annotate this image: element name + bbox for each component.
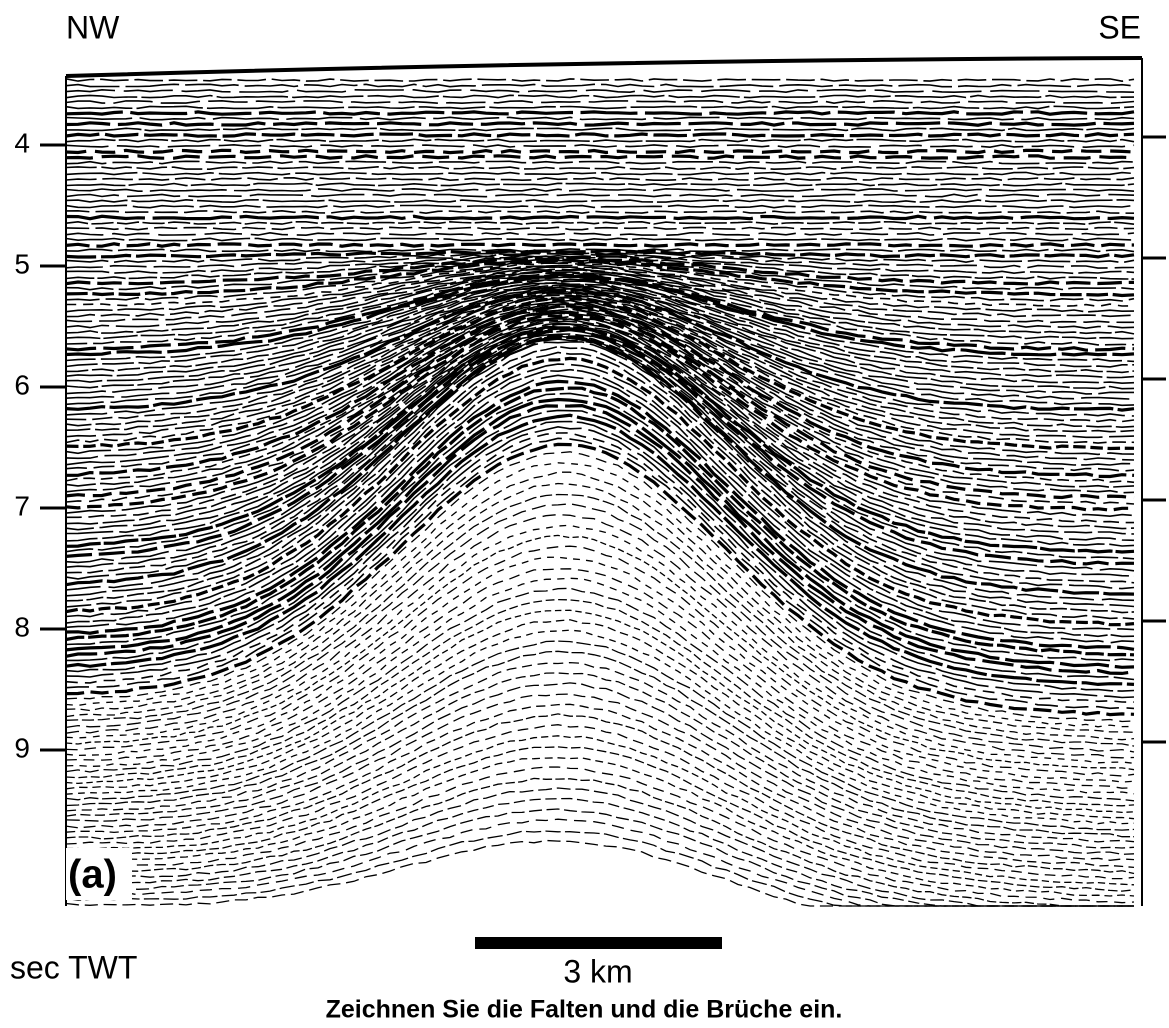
tick-label: 7 [14, 490, 30, 521]
panel-label: (a) [68, 853, 117, 897]
tick-label: 6 [14, 369, 30, 400]
figure: 4 5 6 7 8 9 NW SE (a) 3 km sec TWT Zeichnen S… [0, 0, 1169, 1028]
scale-bar [475, 937, 722, 949]
caption: Zeichnen Sie die Falten und die Brüche e… [326, 996, 843, 1024]
axis-label: sec TWT [10, 949, 137, 985]
tick-label: 8 [14, 611, 30, 642]
scale-bar-label: 3 km [563, 953, 632, 989]
tick-label: 9 [14, 732, 30, 763]
right-direction: SE [1098, 9, 1141, 45]
tick-label: 5 [14, 248, 30, 279]
reflector [66, 216, 1134, 218]
left-direction: NW [66, 9, 120, 45]
tick-label: 4 [14, 127, 30, 158]
